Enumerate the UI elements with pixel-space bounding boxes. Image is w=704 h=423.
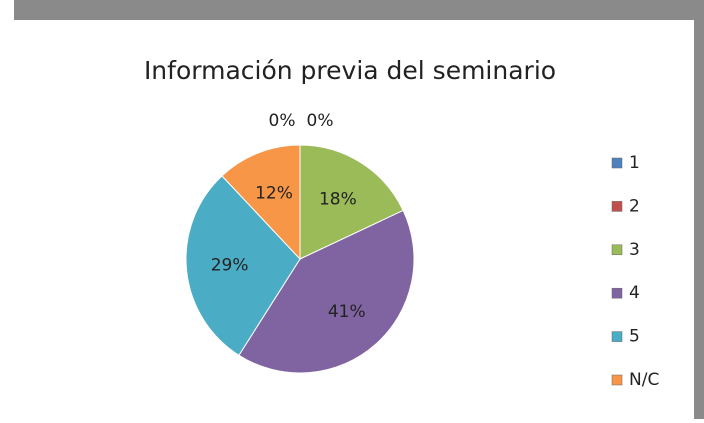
data-label: 29% bbox=[211, 256, 249, 276]
data-label: 0% bbox=[307, 111, 334, 131]
pie-slice bbox=[185, 175, 301, 356]
legend-swatch bbox=[611, 244, 623, 256]
legend-label: 3 bbox=[629, 240, 640, 260]
legend-swatch bbox=[611, 157, 623, 169]
data-label: 18% bbox=[319, 189, 357, 209]
pie-slice bbox=[299, 144, 404, 260]
legend-label: 4 bbox=[629, 283, 640, 303]
legend-label: 2 bbox=[629, 196, 640, 216]
legend-swatch bbox=[611, 374, 623, 386]
data-label: 0% bbox=[269, 111, 296, 131]
frame-right bbox=[694, 0, 704, 419]
pie-slice bbox=[221, 144, 301, 261]
pie-slice bbox=[238, 209, 415, 374]
legend-label: 5 bbox=[629, 327, 640, 347]
legend-label: 1 bbox=[629, 153, 640, 173]
legend-label: N/C bbox=[629, 370, 659, 390]
chart-title: Información previa del seminario bbox=[144, 56, 556, 85]
data-label: 41% bbox=[328, 302, 366, 322]
frame-top bbox=[14, 0, 704, 20]
legend-swatch bbox=[611, 331, 623, 342]
data-label: 12% bbox=[255, 183, 293, 203]
legend-swatch bbox=[611, 201, 623, 212]
legend-swatch bbox=[611, 287, 623, 299]
